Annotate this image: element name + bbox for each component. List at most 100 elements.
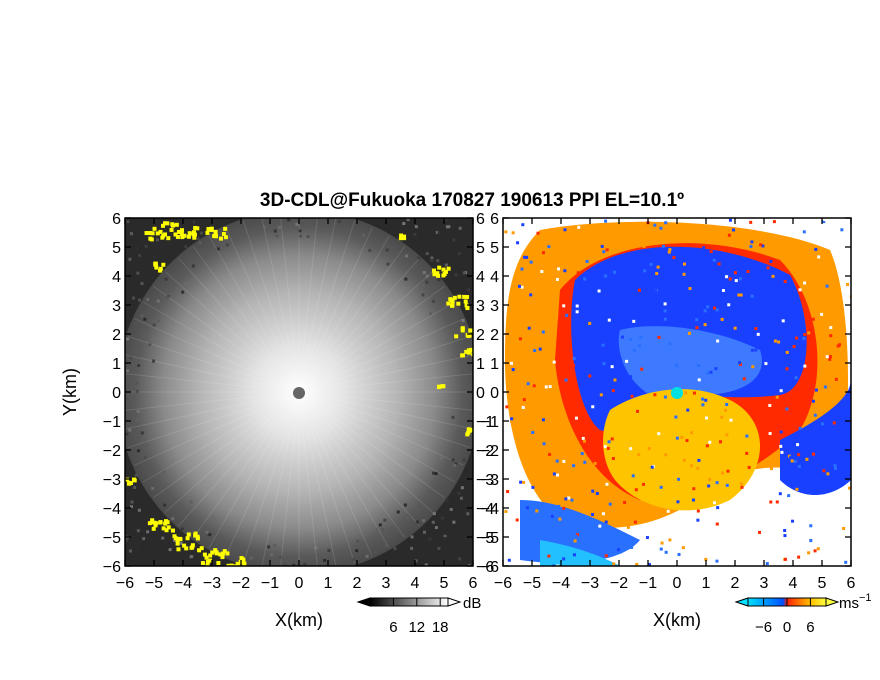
- y-tick-label-right: 0: [476, 385, 485, 402]
- beam-ray: [242, 220, 300, 393]
- strong-echo-cell: [471, 347, 473, 352]
- beam-ray: [298, 391, 464, 466]
- velocity-cell: [721, 288, 725, 292]
- right-x-axis-label: X(km): [653, 610, 701, 630]
- speckle: [292, 563, 296, 566]
- speckle: [425, 274, 429, 278]
- x-tick-label: 0: [673, 575, 682, 592]
- velocity-cell: [696, 466, 700, 470]
- velocity-cell: [601, 343, 605, 347]
- x-tick-label: −2: [232, 575, 250, 592]
- speckle: [171, 517, 175, 521]
- speckle: [129, 232, 133, 236]
- speckle: [437, 230, 441, 234]
- strong-echo-cell: [452, 295, 457, 300]
- speckle: [135, 545, 139, 549]
- speckle: [458, 226, 462, 230]
- strong-echo-cell: [209, 226, 214, 231]
- velocity-cell: [713, 306, 717, 310]
- velocity-cell: [822, 220, 826, 224]
- strong-echo-cell: [432, 272, 437, 277]
- speckle: [375, 527, 379, 531]
- velocity-cell: [811, 317, 815, 321]
- speckle: [189, 500, 193, 504]
- beam-ray: [178, 257, 300, 393]
- velocity-cell: [533, 349, 537, 353]
- beam-ray: [178, 391, 300, 527]
- y-tick-label: 0: [490, 385, 499, 402]
- speckle: [432, 512, 436, 516]
- velocity-cell: [529, 293, 533, 297]
- velocity-cell: [790, 459, 794, 463]
- velocity-cell: [766, 266, 770, 270]
- strong-echo-cell: [161, 262, 166, 267]
- speckle: [206, 533, 210, 537]
- speckle: [352, 557, 356, 561]
- velocity-cell: [814, 388, 818, 392]
- beam-ray: [298, 257, 420, 393]
- velocity-cell: [591, 513, 595, 517]
- velocity-cell: [611, 389, 615, 393]
- velocity-cell: [712, 501, 716, 505]
- velocity-cell: [634, 488, 638, 492]
- y-tick-label: −1: [103, 414, 121, 431]
- velocity-cell: [647, 563, 651, 566]
- velocity-cell: [802, 336, 806, 340]
- beam-ray: [298, 218, 318, 393]
- velocity-cell: [580, 452, 584, 456]
- velocity-cell: [605, 248, 609, 252]
- velocity-cell: [504, 230, 508, 234]
- velocity-cell: [642, 482, 646, 486]
- strong-echo-cell: [214, 551, 219, 556]
- velocity-cell: [565, 313, 569, 317]
- velocity-cell: [597, 289, 601, 293]
- velocity-cell: [537, 488, 541, 492]
- velocity-cell: [576, 271, 580, 275]
- velocity-cell: [527, 326, 531, 330]
- strong-echo-cell: [176, 547, 181, 552]
- strong-echo-cell: [151, 526, 156, 531]
- velocity-cell: [771, 274, 775, 278]
- speckle: [129, 356, 133, 360]
- x-tick-label: 3: [382, 575, 391, 592]
- strong-echo-cell: [155, 231, 160, 236]
- velocity-cell: [779, 430, 783, 434]
- velocity-cell: [728, 561, 732, 565]
- velocity-cell: [572, 464, 576, 468]
- strong-echo-cell: [238, 564, 243, 566]
- velocity-cell: [830, 529, 834, 533]
- velocity-cell: [604, 219, 608, 223]
- velocity-cell: [820, 422, 824, 426]
- velocity-cell: [773, 544, 777, 548]
- velocity-cell: [575, 310, 579, 314]
- beam-ray: [298, 391, 473, 430]
- velocity-cell: [708, 440, 712, 444]
- velocity-cell: [817, 255, 821, 259]
- strong-echo-cell: [242, 561, 247, 566]
- velocity-cell: [659, 485, 663, 489]
- velocity-cell: [617, 360, 621, 364]
- speckle: [467, 563, 471, 566]
- strong-echo-cell: [460, 353, 465, 358]
- velocity-cell: [779, 280, 783, 284]
- speckle: [454, 461, 458, 465]
- strong-echo-cell: [166, 236, 171, 241]
- velocity-cell: [628, 338, 632, 342]
- x-tick-label: −4: [174, 575, 192, 592]
- velocity-cell: [792, 345, 796, 349]
- speckle: [449, 507, 453, 511]
- speckle: [303, 562, 307, 566]
- velocity-cell: [526, 382, 530, 386]
- speckle: [152, 323, 156, 327]
- velocity-cell: [612, 562, 616, 566]
- speckle: [189, 555, 193, 559]
- velocity-cell: [682, 262, 686, 266]
- velocity-cell: [751, 365, 755, 369]
- velocity-cell: [703, 309, 707, 313]
- y-tick-label-right: −6: [476, 559, 494, 576]
- strong-echo-cell: [182, 233, 187, 238]
- velocity-cell: [636, 409, 640, 413]
- velocity-cell: [689, 464, 693, 468]
- velocity-cell: [773, 339, 777, 343]
- x-tick-label: 0: [295, 575, 304, 592]
